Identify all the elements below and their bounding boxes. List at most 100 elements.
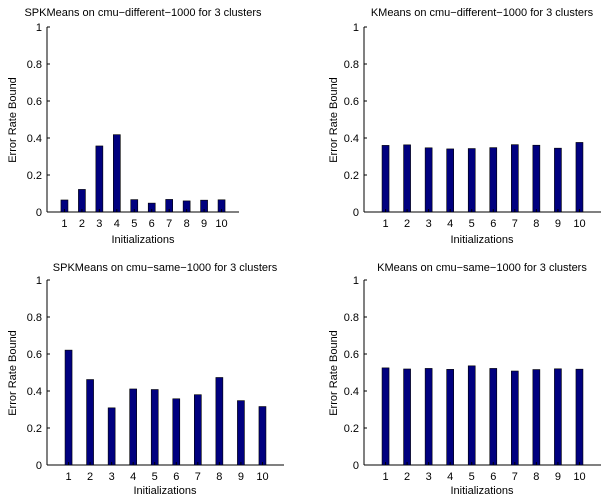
bar [554, 368, 562, 466]
x-axis-label: Initializations [112, 234, 175, 246]
y-tick-label: 0 [353, 207, 359, 219]
bar [532, 369, 541, 466]
y-tick-label: 0.4 [27, 386, 42, 398]
chart-title: KMeans on cmu−same−1000 for 3 clusters [377, 262, 587, 274]
bar [489, 368, 498, 466]
x-tick-label: 5 [469, 218, 475, 230]
y-tick-label: 0.8 [344, 59, 359, 71]
bar [489, 147, 498, 213]
y-tick-label: 0 [353, 460, 359, 472]
x-tick-label: 5 [131, 218, 137, 230]
x-axis-label: Initializations [451, 234, 514, 246]
x-tick-label: 3 [426, 471, 432, 483]
y-tick-label: 0.8 [27, 312, 42, 324]
x-tick-label: 10 [573, 218, 585, 230]
bar [532, 144, 541, 213]
y-axis-label: Error Rate Bound [328, 77, 340, 163]
x-tick-label: 6 [149, 218, 155, 230]
chart-panel-kmeans-same: KMeans on cmu−same−1000 for 3 clusters E… [328, 262, 601, 497]
bar [446, 369, 454, 466]
x-tick-label: 7 [512, 218, 518, 230]
x-tick-label: 3 [426, 218, 432, 230]
x-axis-label: Initializations [451, 485, 514, 497]
bar [258, 406, 267, 466]
x-tick-label: 8 [184, 218, 190, 230]
x-tick-label: 1 [382, 471, 388, 483]
x-tick-label: 8 [533, 218, 539, 230]
bar [381, 145, 390, 213]
x-tick-label: 3 [96, 218, 102, 230]
x-tick-label: 9 [555, 471, 561, 483]
y-tick-label: 0.2 [27, 423, 42, 435]
y-tick-label: 0.8 [344, 312, 359, 324]
bar [575, 142, 584, 213]
y-tick-label: 0.2 [344, 170, 359, 182]
y-tick-label: 0.6 [27, 96, 42, 108]
x-tick-label: 10 [215, 218, 227, 230]
y-tick-label: 0 [36, 207, 42, 219]
y-tick-label: 0.4 [344, 386, 359, 398]
x-tick-label: 6 [490, 218, 496, 230]
bar [129, 388, 137, 466]
y-tick-label: 1 [36, 275, 42, 287]
bar [554, 147, 562, 213]
x-tick-label: 4 [114, 218, 120, 230]
x-tick-label: 1 [382, 218, 388, 230]
y-tick-label: 0.6 [344, 349, 359, 361]
x-tick-label: 5 [469, 471, 475, 483]
x-tick-label: 3 [109, 471, 115, 483]
bar [424, 368, 433, 466]
bar [64, 349, 73, 466]
x-tick-label: 7 [195, 471, 201, 483]
y-tick-label: 0 [36, 460, 42, 472]
x-tick-label: 4 [447, 471, 453, 483]
bar [113, 134, 121, 213]
y-tick-label: 0.2 [27, 170, 42, 182]
chart-title: KMeans on cmu−different−1000 for 3 clust… [371, 7, 594, 19]
x-tick-label: 7 [166, 218, 172, 230]
y-tick-label: 0.6 [344, 96, 359, 108]
x-tick-label: 6 [490, 471, 496, 483]
bar [237, 400, 245, 466]
x-tick-label: 10 [573, 471, 585, 483]
bar [172, 398, 181, 466]
bar [403, 368, 411, 466]
bar [424, 147, 433, 213]
bar [511, 370, 519, 466]
y-tick-label: 1 [353, 275, 359, 287]
x-tick-label: 4 [130, 471, 136, 483]
bar [78, 189, 86, 213]
x-axis-label: Initializations [134, 485, 197, 497]
bar [194, 394, 202, 466]
x-tick-label: 9 [201, 218, 207, 230]
x-tick-label: 10 [256, 471, 268, 483]
bar [467, 148, 476, 213]
bar [150, 389, 159, 466]
y-tick-label: 0.4 [344, 133, 359, 145]
bar [95, 145, 104, 213]
bar [446, 148, 454, 213]
chart-panel-spkmeans-different: SPKMeans on cmu−different−1000 for 3 clu… [7, 7, 262, 246]
bar [575, 368, 584, 466]
x-tick-label: 6 [173, 471, 179, 483]
x-tick-label: 8 [216, 471, 222, 483]
chart-panel-spkmeans-same: SPKMeans on cmu−same−1000 for 3 clusters… [7, 262, 284, 497]
x-tick-label: 2 [79, 218, 85, 230]
y-axis-label: Error Rate Bound [7, 77, 19, 163]
bar [107, 407, 116, 466]
x-tick-label: 9 [555, 218, 561, 230]
x-tick-label: 1 [61, 218, 67, 230]
x-tick-label: 9 [238, 471, 244, 483]
bar [381, 367, 390, 466]
x-tick-label: 5 [152, 471, 158, 483]
x-tick-label: 8 [533, 471, 539, 483]
x-tick-label: 7 [512, 471, 518, 483]
y-tick-label: 0.6 [27, 349, 42, 361]
x-tick-label: 2 [87, 471, 93, 483]
chart-panel-kmeans-different: KMeans on cmu−different−1000 for 3 clust… [328, 7, 601, 246]
y-tick-label: 1 [353, 22, 359, 34]
x-tick-label: 2 [404, 471, 410, 483]
bar [86, 379, 94, 466]
